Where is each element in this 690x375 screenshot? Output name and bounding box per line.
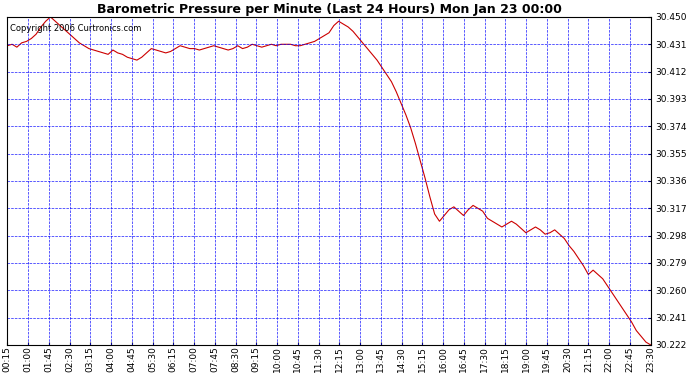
- Text: Copyright 2006 Curtronics.com: Copyright 2006 Curtronics.com: [10, 24, 142, 33]
- Title: Barometric Pressure per Minute (Last 24 Hours) Mon Jan 23 00:00: Barometric Pressure per Minute (Last 24 …: [97, 3, 562, 16]
